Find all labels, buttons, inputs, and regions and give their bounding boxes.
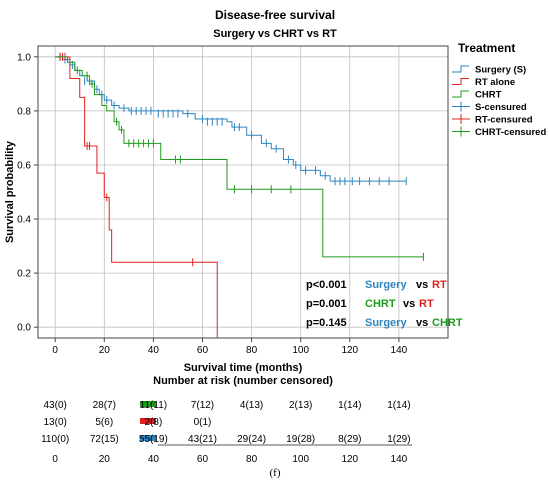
risk-time-label: 60 bbox=[197, 454, 209, 465]
legend-item-label: CHRT bbox=[475, 90, 502, 101]
risk-cell: 43(0) bbox=[44, 400, 67, 411]
risk-cell: 0(1) bbox=[194, 417, 212, 428]
risk-time-label: 0 bbox=[52, 454, 58, 465]
risk-row-color-chrt bbox=[140, 401, 156, 407]
y-tick-label: 0.6 bbox=[17, 160, 31, 171]
comparison-group-a: Surgery bbox=[365, 317, 407, 329]
risk-cell: 1(14) bbox=[338, 400, 361, 411]
y-tick-label: 0.0 bbox=[17, 323, 31, 334]
comparison-vs: vs bbox=[416, 279, 428, 291]
y-tick-label: 1.0 bbox=[17, 52, 31, 63]
x-tick-label: 140 bbox=[391, 345, 408, 356]
risk-time-label: 80 bbox=[246, 454, 258, 465]
legend-swatch-chrt bbox=[452, 90, 469, 98]
series-line-chrt bbox=[55, 56, 424, 258]
x-tick-label: 100 bbox=[292, 345, 309, 356]
risk-row-color-rt bbox=[140, 418, 156, 424]
y-tick-label: 0.2 bbox=[17, 269, 31, 280]
plot-frame bbox=[37, 45, 449, 339]
legend-title: Treatment bbox=[458, 41, 515, 55]
risk-cell: 13(0) bbox=[44, 417, 67, 428]
p-value: p=0.001 bbox=[306, 298, 347, 310]
figure-caption: (f) bbox=[269, 467, 281, 479]
legend-swatch-rt bbox=[452, 78, 469, 85]
risk-cell: 7(12) bbox=[191, 400, 214, 411]
risk-cell: 29(24) bbox=[237, 434, 266, 445]
legend-item-label: RT-censured bbox=[475, 115, 533, 126]
p-value: p<0.001 bbox=[306, 279, 347, 291]
comparison-group-b: RT bbox=[432, 279, 447, 291]
chart-subtitle: Surgery vs CHRT vs RT bbox=[213, 28, 337, 40]
comparison-group-a: Surgery bbox=[365, 279, 407, 291]
legend-swatch-surgery bbox=[452, 65, 469, 73]
risk-cell: 2(8) bbox=[144, 417, 162, 428]
x-tick-label: 60 bbox=[197, 345, 209, 356]
comparison-vs: vs bbox=[403, 298, 415, 310]
risk-time-label: 120 bbox=[341, 454, 358, 465]
p-value: p=0.145 bbox=[306, 317, 347, 329]
legend-item-label: CHRT-censured bbox=[475, 127, 546, 138]
x-tick-label: 120 bbox=[341, 345, 358, 356]
risk-cell: 28(7) bbox=[93, 400, 116, 411]
risk-cell: 2(13) bbox=[289, 400, 312, 411]
legend-item-label: Surgery (S) bbox=[475, 65, 526, 76]
legend-item-label: RT alone bbox=[475, 77, 515, 88]
risk-cell: 1(29) bbox=[387, 434, 410, 445]
risk-cell: 8(29) bbox=[338, 434, 361, 445]
x-tick-label: 0 bbox=[52, 345, 58, 356]
risk-time-label: 40 bbox=[148, 454, 160, 465]
risk-time-label: 100 bbox=[292, 454, 309, 465]
risk-table-title: Number at risk (number censored) bbox=[153, 375, 333, 387]
risk-cell: 110(0) bbox=[41, 434, 69, 445]
risk-time-label: 140 bbox=[391, 454, 408, 465]
comparison-vs: vs bbox=[416, 317, 428, 329]
comparison-group-b: RT bbox=[419, 298, 434, 310]
x-tick-label: 80 bbox=[246, 345, 258, 356]
risk-cell: 11(11) bbox=[140, 400, 167, 411]
x-tick-label: 20 bbox=[99, 345, 111, 356]
risk-cell: 1(14) bbox=[387, 400, 410, 411]
x-tick-label: 40 bbox=[148, 345, 160, 356]
risk-cell: 55(19) bbox=[139, 434, 168, 445]
y-tick-label: 0.8 bbox=[17, 106, 31, 117]
series-line-rt bbox=[55, 56, 218, 338]
risk-row-color-surgery bbox=[140, 435, 156, 441]
x-axis-label: Survival time (months) bbox=[184, 362, 303, 374]
series-line-surgery bbox=[55, 56, 407, 182]
risk-cell: 43(21) bbox=[188, 434, 217, 445]
risk-cell: 19(28) bbox=[286, 434, 315, 445]
risk-cell: 72(15) bbox=[90, 434, 119, 445]
comparison-group-a: CHRT bbox=[365, 298, 396, 310]
legend-item-label: S-censured bbox=[475, 102, 527, 113]
risk-time-label: 20 bbox=[99, 454, 111, 465]
risk-cell: 4(13) bbox=[240, 400, 263, 411]
comparison-group-b: CHRT bbox=[432, 317, 463, 329]
risk-cell: 5(6) bbox=[95, 417, 113, 428]
y-axis-label: Survival probability bbox=[4, 140, 16, 243]
y-tick-label: 0.4 bbox=[17, 215, 31, 226]
chart-title: Disease-free survival bbox=[214, 8, 336, 22]
